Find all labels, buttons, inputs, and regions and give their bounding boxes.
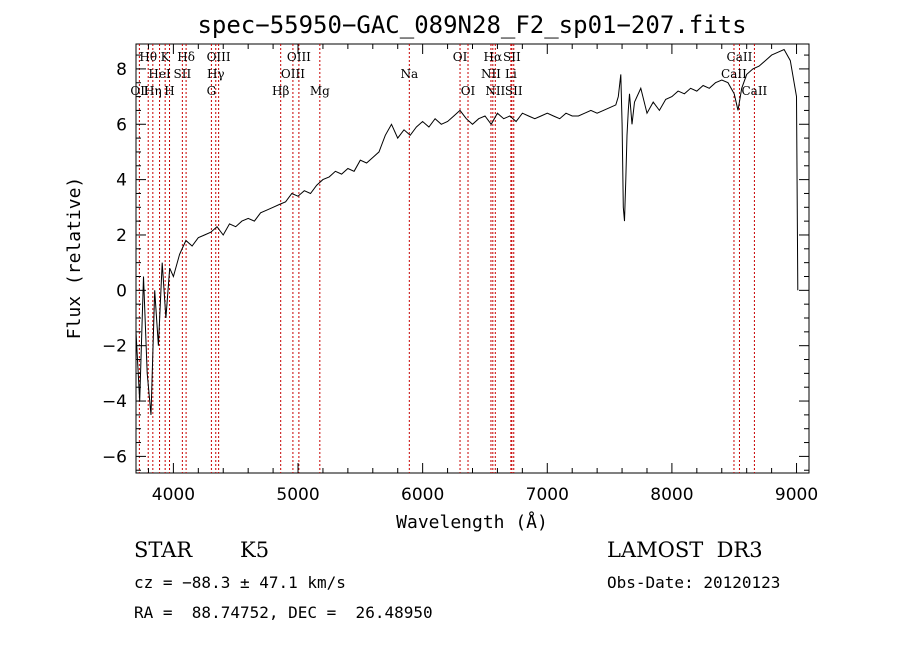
y-axis-label: Flux (relative) (64, 177, 85, 340)
reference-line-label-17: OI (461, 84, 476, 98)
reference-line-label-23: SII (505, 84, 523, 98)
y-tick-label: 6 (116, 115, 127, 135)
redshift-cz: cz = −88.3 ± 47.1 km/s (134, 573, 346, 592)
y-tick-label: 4 (116, 171, 127, 191)
object-type: STAR (134, 538, 193, 562)
x-tick-label: 6000 (401, 485, 444, 505)
plot-frame (135, 43, 810, 474)
reference-line-label-22: Li (505, 67, 517, 81)
y-tick-label: 8 (116, 60, 127, 80)
chart-title: spec−55950−GAC_089N28_F2_sp01−207.fits (197, 11, 746, 39)
reference-line-label-8: OIII (207, 50, 231, 64)
subclass: K5 (240, 538, 270, 562)
reference-line-label-1: Hθ (139, 50, 157, 64)
reference-line-label-0: OⅡ (130, 84, 148, 98)
y-tick-label: 0 (116, 281, 127, 301)
reference-line-label-9: Hγ (207, 67, 225, 81)
reference-line-label-5: SII (174, 67, 192, 81)
spectrum-chart: spec−55950−GAC_089N28_F2_sp01−207.fits O… (64, 11, 818, 533)
reference-line-label-7: Hδ (177, 50, 195, 64)
x-tick-label: 8000 (650, 485, 693, 505)
obs-date: Obs-Date: 20120123 (607, 573, 781, 592)
reference-line-label-3: K (161, 50, 171, 64)
reference-line-label-10: G (207, 84, 217, 98)
x-tick-label: 9000 (775, 485, 818, 505)
reference-line-label-14: Mg (310, 84, 330, 98)
y-tick-label: −2 (102, 337, 127, 357)
y-tick-label: −4 (102, 392, 127, 412)
x-axis-label: Wavelength (Å) (396, 511, 548, 533)
reference-line-label-26: CaII (741, 84, 767, 98)
reference-line-label-25: CaII (721, 67, 747, 81)
x-tick-label: 4000 (152, 485, 195, 505)
reference-line-label-15: Na (400, 67, 418, 81)
reference-line-label-18: Hα (484, 50, 503, 64)
reference-line-label-11: Hβ (272, 84, 289, 98)
reference-line-label-16: OI (453, 50, 468, 64)
spectrum-line (135, 48, 799, 415)
axes: 4000 5000 6000 7000 8000 9000 −6 −4 −2 0 2 4 6 8 (102, 44, 818, 505)
reference-line-label-4: HeI (148, 67, 171, 81)
y-tick-label: −6 (102, 447, 127, 467)
reference-line-label-2: Hη (144, 84, 162, 98)
reference-line-label-21: SII (503, 50, 521, 64)
x-tick-label: 7000 (526, 485, 569, 505)
y-tick-label: 2 (116, 226, 127, 246)
reference-line-label-13: OIII (281, 67, 305, 81)
reference-lines (138, 44, 755, 473)
x-tick-label: 5000 (276, 485, 319, 505)
reference-line-label-12: OIII (287, 50, 311, 64)
coordinates: RA = 88.74752, DEC = 26.48950 (134, 603, 433, 622)
reference-line-label-24: CaII (727, 50, 753, 64)
reference-line-label-6: H (164, 84, 174, 98)
survey-label: LAMOST DR3 (607, 538, 763, 562)
reference-line-label-19: NII (481, 67, 501, 81)
reference-line-label-20: NII (485, 84, 505, 98)
